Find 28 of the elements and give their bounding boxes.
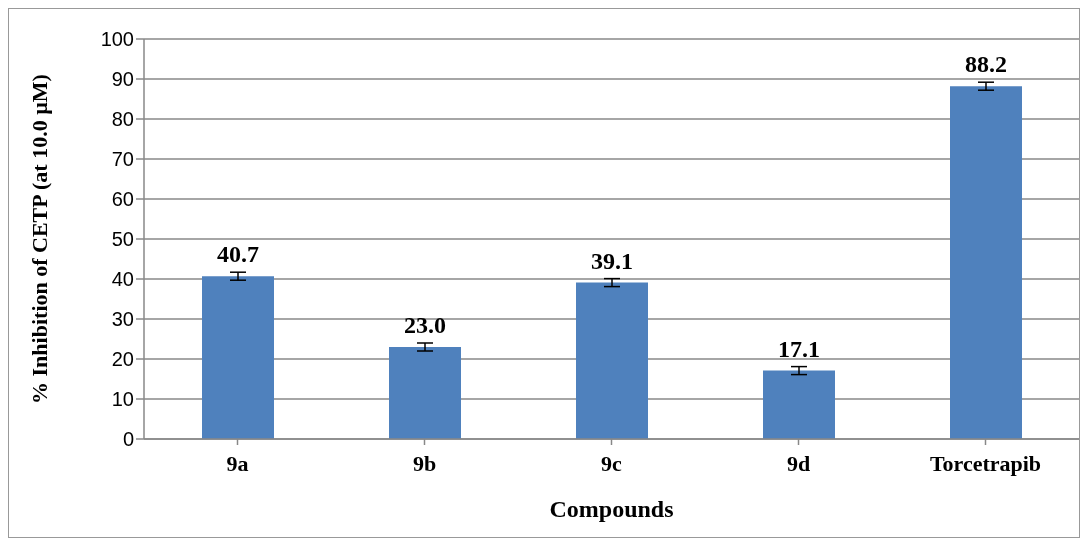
- x-tick-label: 9a: [226, 450, 249, 476]
- x-tick-label: 9b: [412, 450, 437, 476]
- y-tick-label: 90: [111, 68, 134, 91]
- y-tick-label: 100: [100, 28, 134, 51]
- y-tick-label: 0: [122, 428, 134, 451]
- y-tick-label: 30: [111, 308, 134, 331]
- y-tick-label: 10: [111, 388, 134, 411]
- y-tick-label: 40: [111, 268, 134, 291]
- y-tick-label: 20: [111, 348, 134, 371]
- bar: [389, 347, 461, 439]
- x-tick-label: Torcetrapib: [929, 450, 1042, 476]
- data-label: 40.7: [217, 241, 259, 268]
- x-tick-label: 9d: [786, 450, 811, 476]
- y-axis-title: % Inhibition of CETP (at 10.0 µM): [26, 74, 52, 404]
- y-tick-label: 70: [111, 148, 134, 171]
- data-label: 23.0: [404, 312, 446, 338]
- x-tick-label: 9c: [601, 450, 623, 476]
- y-tick-label: 50: [111, 228, 134, 251]
- data-label: 39.1: [591, 247, 633, 274]
- data-label: 17.1: [778, 335, 820, 362]
- bar: [202, 276, 274, 439]
- x-axis-title: Compounds: [549, 496, 674, 522]
- bar: [576, 282, 648, 439]
- data-label: 88.2: [965, 51, 1007, 78]
- bar: [763, 370, 835, 439]
- y-tick-label: 60: [111, 188, 134, 211]
- bar: [950, 86, 1022, 439]
- y-tick-label: 80: [111, 108, 134, 131]
